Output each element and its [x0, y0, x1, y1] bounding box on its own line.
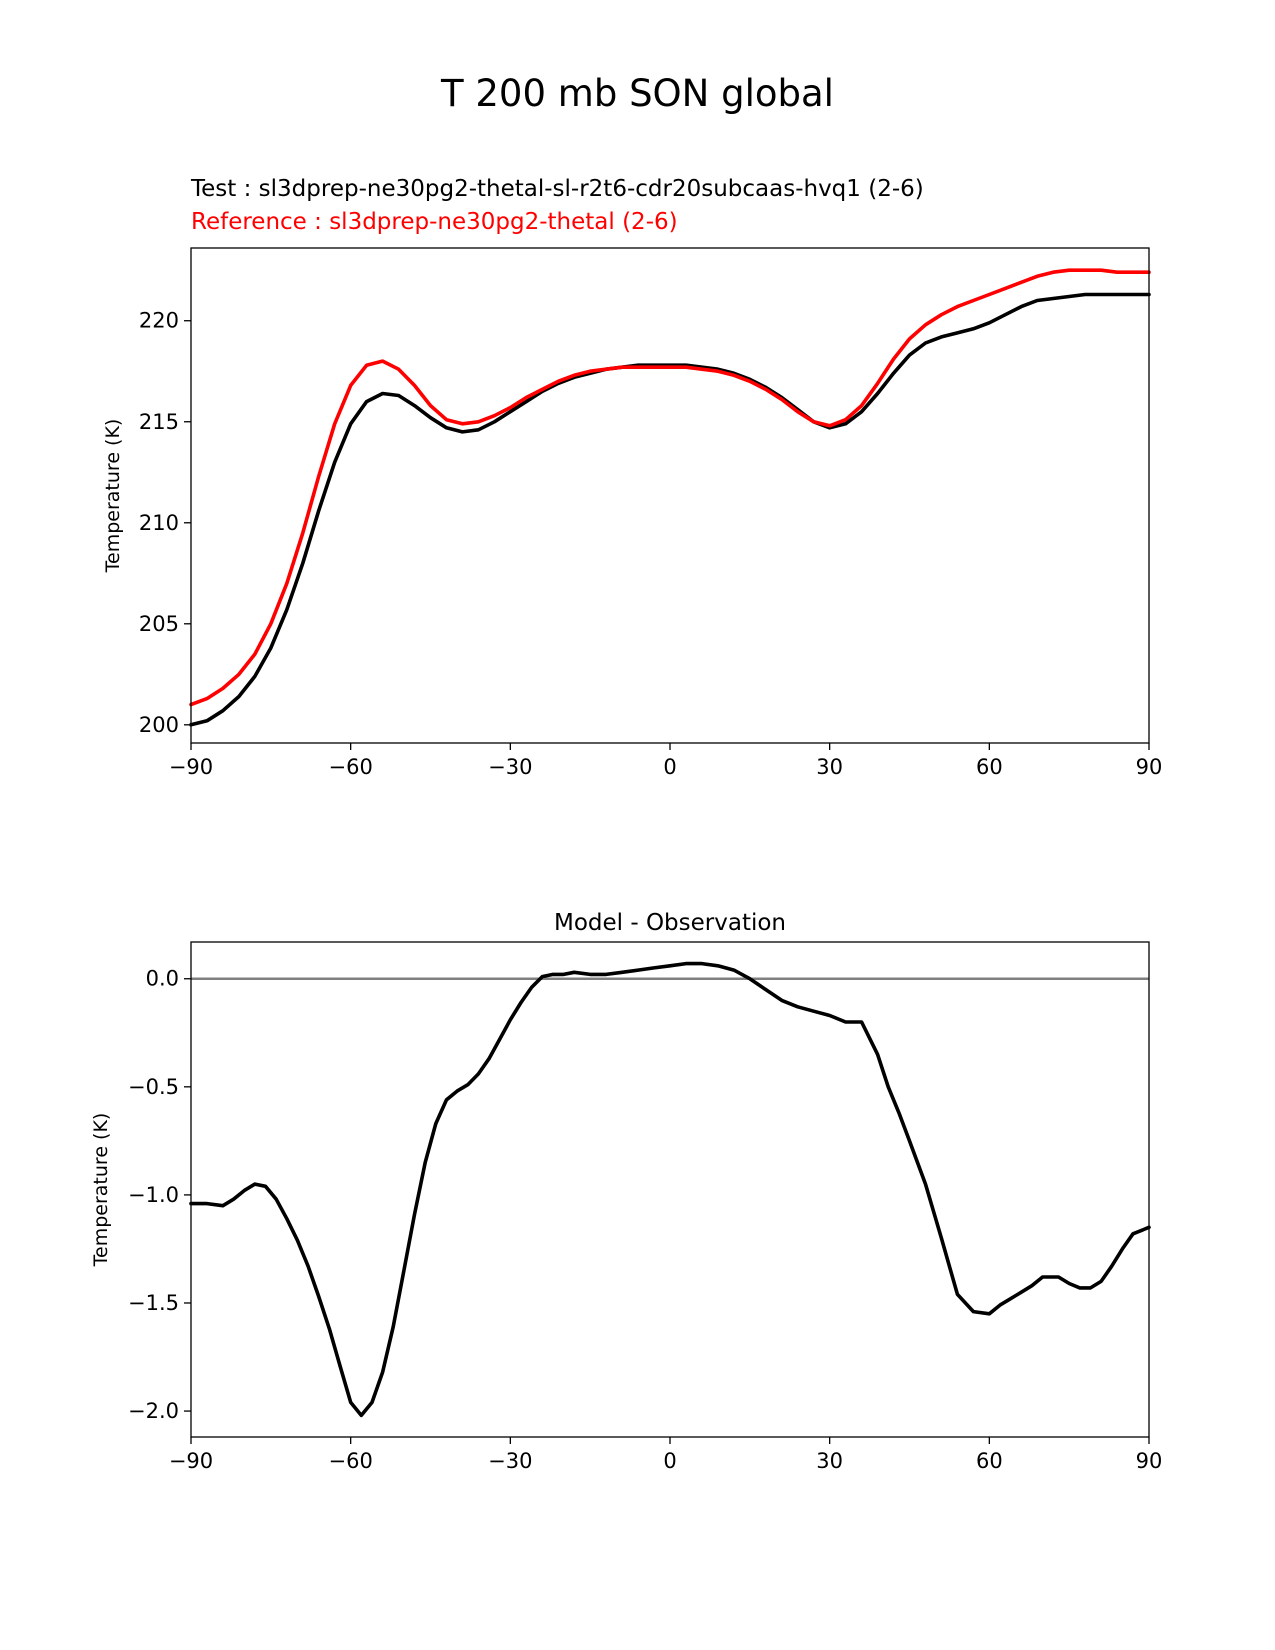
- bottom-series-test-line: [189, 961, 1151, 1418]
- top-series-test-line: [189, 292, 1151, 727]
- top-panel-temperature: −90 −60 −30 0 30 60 90 200 205 210 215 220 Temperatu…: [102, 247, 1163, 779]
- bottom-x-tick-label: −60: [329, 1449, 373, 1473]
- top-y-tick-label: 200: [139, 713, 179, 737]
- top-x-tick-label: 0: [663, 755, 676, 779]
- legend-reference-label: Reference : sl3dprep-ne30pg2-thetal (2-6…: [191, 209, 678, 235]
- bottom-y-tick-label: −1.0: [128, 1183, 179, 1207]
- bottom-x-tick-label: 0: [663, 1449, 676, 1473]
- top-y-axis-label: Temperature (K): [102, 419, 124, 574]
- top-y-tick-label: 205: [139, 612, 179, 636]
- bottom-x-tick-label: −90: [169, 1449, 213, 1473]
- figure-title: T 200 mb SON global: [441, 72, 834, 115]
- top-series-reference-line: [189, 268, 1151, 707]
- bottom-panel-title: Model - Observation: [554, 910, 786, 936]
- top-x-tick-label: −30: [488, 755, 532, 779]
- top-x-tick-label: 90: [1136, 755, 1163, 779]
- bottom-x-tick-label: 60: [976, 1449, 1003, 1473]
- bottom-y-tick-label: 0.0: [146, 967, 179, 991]
- bottom-x-tick-label: 30: [816, 1449, 843, 1473]
- bottom-panel-difference: −90 −60 −30 0 30 60 90 0.0 −0.5 −1.0 −1.5 −2.0 Tempe…: [90, 910, 1162, 1473]
- bottom-y-tick-label: −1.5: [128, 1291, 179, 1315]
- legend-test-label: Test : sl3dprep-ne30pg2-thetal-sl-r2t6-c…: [191, 176, 924, 202]
- top-x-tick-label: −90: [169, 755, 213, 779]
- bottom-y-tick-label: −2.0: [128, 1399, 179, 1423]
- top-y-tick-label: 220: [139, 309, 179, 333]
- bottom-y-tick-label: −0.5: [128, 1075, 179, 1099]
- top-x-tick-label: −60: [329, 755, 373, 779]
- top-x-tick-label: 60: [976, 755, 1003, 779]
- bottom-axes-frame: [190, 941, 1150, 1438]
- bottom-x-tick-label: −30: [488, 1449, 532, 1473]
- top-x-tick-label: 30: [816, 755, 843, 779]
- bottom-y-axis-label: Temperature (K): [90, 1113, 112, 1268]
- top-y-tick-label: 215: [139, 410, 179, 434]
- bottom-x-tick-label: 90: [1136, 1449, 1163, 1473]
- top-axes-frame: [190, 247, 1150, 744]
- top-y-tick-label: 210: [139, 511, 179, 535]
